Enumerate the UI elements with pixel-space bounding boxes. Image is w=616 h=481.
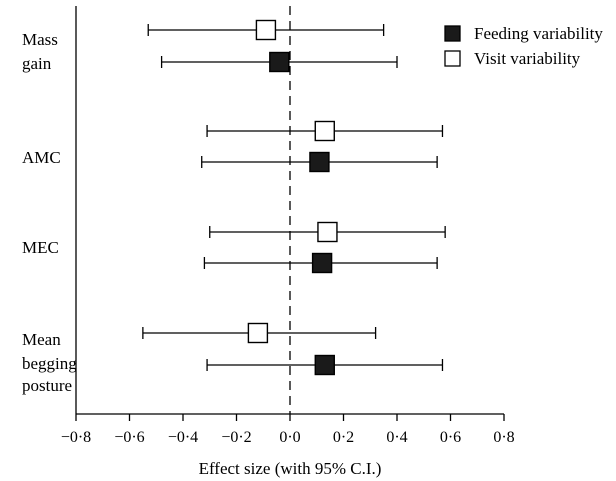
marker-feeding-mean-begging-posture [314, 354, 335, 376]
x-tick-label: 0·4 [386, 429, 407, 446]
legend-swatch-visit [444, 50, 461, 67]
marker-visit-mass-gain [255, 19, 277, 41]
legend-label-visit: Visit variability [474, 49, 581, 68]
x-tick-label: −0·4 [168, 429, 198, 446]
x-tick-label: 0·0 [279, 429, 300, 446]
marker-feeding-mass-gain [269, 51, 290, 73]
error-bars [142, 24, 446, 371]
category-label-mec: MEC [22, 238, 59, 257]
marker-visit-mean-begging-posture [247, 322, 269, 344]
legend: Feeding variability Visit variability [444, 24, 603, 68]
x-axis-ticks: −0·8 −0·6 −0·4 −0·2 0·0 0·2 0·4 0·6 0·8 [61, 414, 515, 446]
category-label-mean-begging-posture: posture [22, 376, 72, 395]
x-tick-label: 0·8 [493, 429, 514, 446]
category-label-mean-begging-posture: Mean [22, 330, 61, 349]
x-tick-label: −0·8 [61, 429, 91, 446]
x-axis-label: Effect size (with 95% C.I.) [199, 459, 382, 478]
x-tick-label: −0·6 [114, 429, 144, 446]
marker-visit-amc [314, 120, 335, 142]
marker-feeding-mec [311, 252, 333, 274]
category-label-mean-begging-posture: begging [22, 354, 77, 373]
legend-label-feeding: Feeding variability [474, 24, 603, 43]
category-label-mass-gain: Mass [22, 30, 58, 49]
x-tick-label: −0·2 [221, 429, 251, 446]
x-tick-label: 0·2 [333, 429, 354, 446]
category-label-mass-gain: gain [22, 54, 52, 73]
x-tick-label: 0·6 [440, 429, 461, 446]
legend-swatch-feeding [444, 25, 461, 42]
point-markers [247, 19, 338, 376]
category-labels: Mass gain AMC MEC Mean begging posture [22, 30, 77, 395]
category-label-amc: AMC [22, 148, 61, 167]
marker-visit-mec [317, 221, 338, 243]
marker-feeding-amc [309, 151, 330, 173]
